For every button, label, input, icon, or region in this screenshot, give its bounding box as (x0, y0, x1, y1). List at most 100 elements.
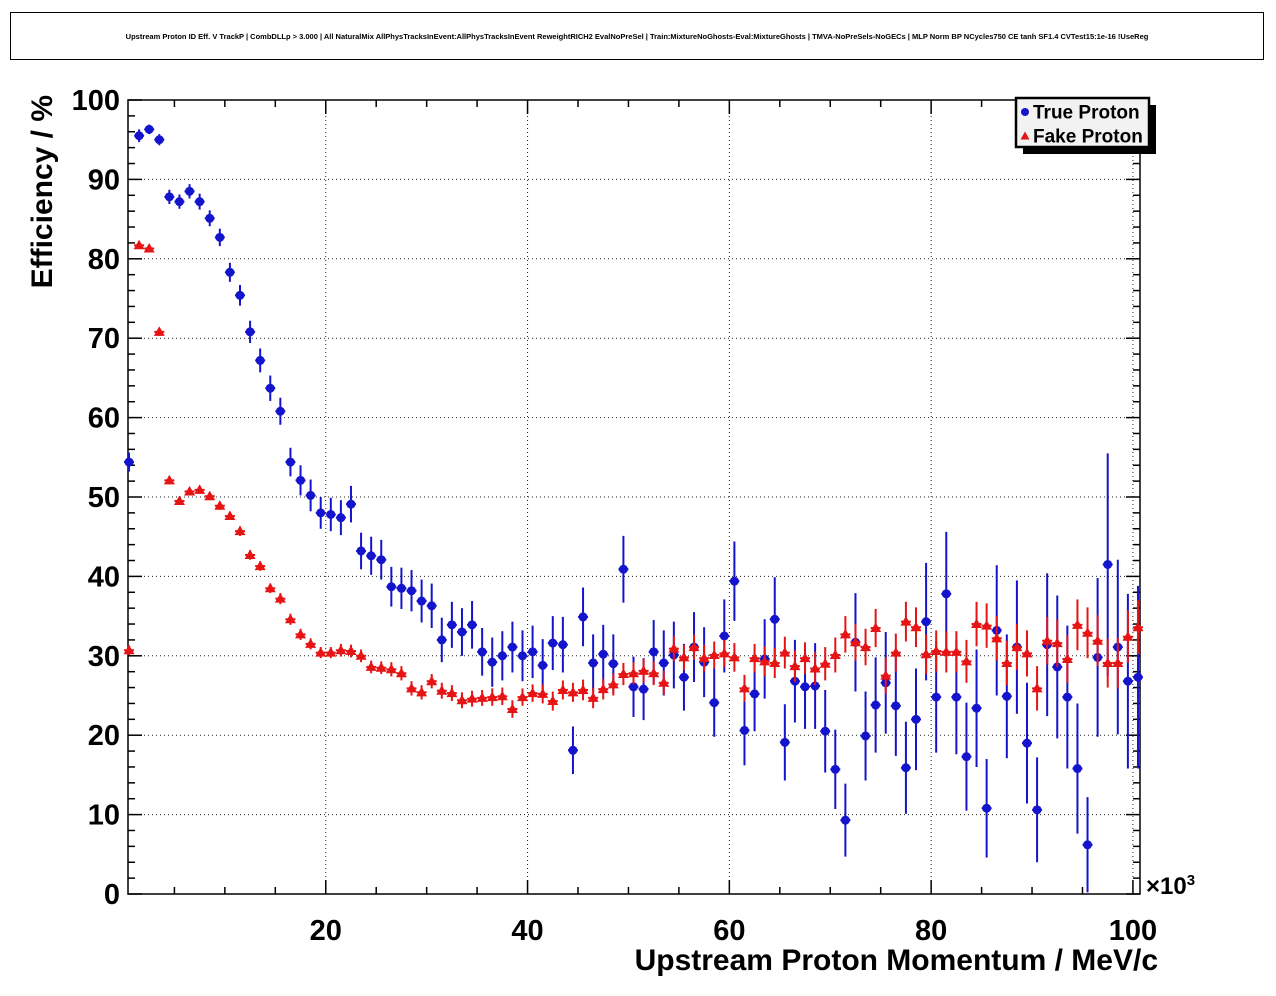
data-point-marker (891, 701, 901, 711)
data-point-marker (346, 499, 356, 509)
data-point-marker (628, 682, 638, 692)
data-point-marker (195, 197, 205, 207)
svg-text:10: 10 (88, 800, 120, 832)
data-point-marker (476, 692, 488, 702)
data-point-marker (567, 686, 579, 697)
data-point-marker (204, 490, 216, 501)
data-point-marker (245, 327, 255, 337)
data-point-marker (578, 612, 588, 622)
series-fake-proton (123, 239, 1144, 718)
data-point-marker (728, 651, 740, 662)
plot-title-box: Upstream Proton ID Eff. V TrackP | CombD… (10, 12, 1264, 60)
data-point-marker (769, 657, 781, 667)
data-point-marker (1031, 682, 1043, 693)
data-point-marker (456, 694, 468, 705)
data-point-marker (971, 618, 983, 629)
svg-text:80: 80 (88, 244, 120, 276)
data-point-marker (264, 582, 276, 593)
data-point-marker (668, 643, 680, 653)
data-point-marker (133, 239, 145, 250)
data-point-marker (849, 636, 861, 647)
data-point-marker (1011, 641, 1023, 652)
data-point-marker (648, 667, 660, 678)
data-point-marker (315, 647, 327, 657)
data-point-marker (1061, 653, 1073, 663)
data-point-marker (729, 576, 739, 586)
data-point-marker (1103, 559, 1113, 569)
data-point-marker (153, 326, 165, 336)
data-point-marker (901, 763, 911, 773)
data-point-marker (416, 686, 428, 697)
data-point-marker (930, 645, 942, 656)
data-point-marker (1051, 637, 1063, 648)
data-point-marker (406, 682, 418, 693)
data-point-marker (750, 689, 760, 699)
data-point-marker (780, 737, 790, 747)
data-point-marker (809, 663, 821, 673)
data-point-marker (436, 685, 448, 695)
data-point-marker (1071, 619, 1083, 629)
data-point-marker (255, 355, 265, 365)
data-point-marker (900, 616, 912, 626)
svg-text:50: 50 (88, 482, 120, 514)
data-point-marker (265, 383, 275, 393)
data-point-marker (991, 632, 1003, 643)
data-point-marker (618, 564, 628, 574)
data-point-marker (1133, 672, 1143, 682)
data-point-marker (123, 644, 135, 655)
data-point-marker (447, 620, 457, 630)
data-point-marker (365, 661, 377, 671)
data-point-marker (829, 649, 841, 660)
data-point-marker (910, 621, 922, 632)
data-point-marker (375, 662, 387, 672)
data-point-marker (164, 192, 174, 202)
data-point-marker (385, 663, 397, 674)
data-point-marker (1123, 676, 1133, 686)
data-point-marker (658, 677, 670, 687)
data-point-marker (638, 665, 650, 675)
data-point-marker (518, 651, 528, 661)
data-point-marker (194, 484, 206, 494)
data-point-marker (295, 628, 307, 639)
data-point-marker (457, 627, 467, 637)
data-point-marker (799, 652, 811, 663)
data-point-marker (770, 614, 780, 624)
data-point-marker (185, 186, 195, 196)
data-point-marker (627, 667, 639, 678)
svg-text:90: 90 (88, 164, 120, 196)
data-point-marker (577, 684, 589, 694)
data-point-marker (920, 648, 932, 659)
data-point-marker (558, 640, 568, 650)
data-point-marker (819, 658, 831, 668)
data-point-marker (1001, 657, 1013, 667)
data-point-marker (407, 586, 417, 596)
data-point-marker (225, 267, 235, 277)
data-point-marker (950, 646, 962, 656)
data-point-marker (517, 691, 529, 702)
data-point-marker (1122, 631, 1134, 641)
data-point-marker (275, 406, 285, 416)
data-point-marker (325, 647, 337, 657)
legend-marker-triangle (1020, 131, 1030, 140)
legend-label: True Proton (1033, 103, 1140, 124)
data-point-marker (274, 593, 286, 603)
data-point-marker (921, 617, 931, 627)
data-point-marker (800, 682, 810, 692)
data-point-marker (880, 670, 892, 680)
data-point-marker (639, 684, 649, 694)
data-point-marker (537, 688, 549, 698)
data-point-marker (426, 675, 438, 686)
data-point-marker (870, 622, 882, 633)
svg-text:60: 60 (88, 403, 120, 435)
data-point-marker (1041, 635, 1053, 645)
data-point-marker (528, 647, 538, 657)
data-point-marker (1002, 691, 1012, 701)
data-point-marker (1112, 657, 1124, 667)
data-point-marker (709, 698, 719, 708)
data-point-marker (820, 726, 830, 736)
legend: True Proton Fake Proton (1014, 96, 1156, 154)
svg-text:40: 40 (88, 561, 120, 593)
data-point-marker (507, 642, 517, 652)
